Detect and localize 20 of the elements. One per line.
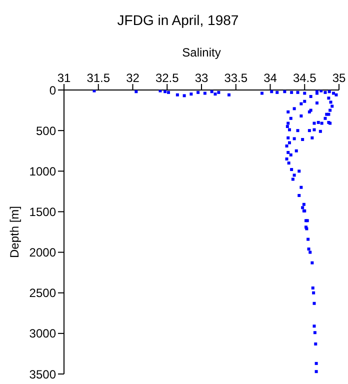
- y-tick-label: 2500: [29, 286, 56, 300]
- x-tick-label: 31.5: [86, 71, 110, 85]
- x-tick-label: 33.5: [224, 71, 248, 85]
- x-tick-label: 32: [126, 71, 140, 85]
- y-tick-label: 0: [49, 83, 56, 98]
- y-axis-title: Depth [m]: [7, 206, 22, 258]
- x-axis-title: Salinity: [182, 46, 221, 60]
- y-tick-label: 3000: [29, 326, 56, 341]
- x-tick-label: 31: [57, 71, 71, 85]
- x-tick-label: 35: [332, 71, 346, 85]
- x-tick-label: 33: [194, 71, 208, 85]
- chart-title: JFDG in April, 1987: [116, 12, 240, 28]
- y-tick-label: 3500: [29, 367, 56, 382]
- y-tick-label: 1000: [29, 164, 56, 178]
- y-tick-label: 1500: [29, 204, 56, 219]
- x-tick-label: 32.5: [155, 71, 180, 85]
- y-tick-label: 500: [36, 124, 56, 138]
- x-tick-label: 34.5: [292, 71, 317, 85]
- x-tick-label: 34: [264, 71, 278, 85]
- y-tick-label: 2000: [29, 246, 56, 260]
